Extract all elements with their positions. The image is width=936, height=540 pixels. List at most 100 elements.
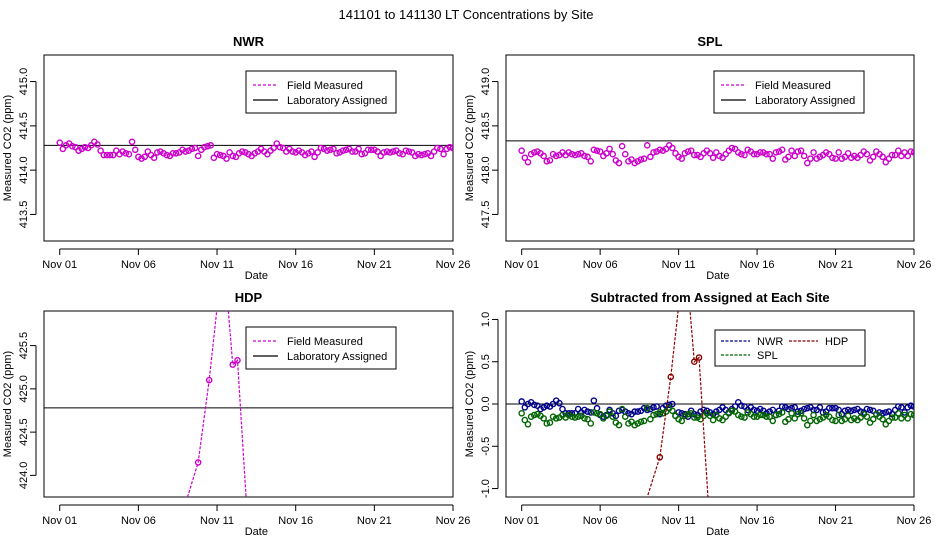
data-point-field-measured: [109, 151, 117, 159]
data-point-spl: [807, 417, 814, 425]
data-point-field-measured: [314, 149, 322, 156]
panel-nwr: NWR Nov 01 Nov 06 Nov 11 Nov 16 Nov 21 Nov 26 D…: [2, 34, 470, 282]
data-point-spl: [530, 411, 538, 419]
data-point-spl: [728, 407, 736, 415]
data-point-field-measured: [521, 154, 529, 162]
data-point-field-measured: [433, 144, 441, 152]
x-tick-label: Nov 06: [121, 259, 156, 271]
data-point-field-measured: [640, 155, 648, 162]
data-point-field-measured: [270, 144, 277, 152]
data-point-field-measured: [637, 156, 645, 163]
data-point-field-measured: [656, 146, 664, 154]
data-point-field-measured: [342, 146, 350, 154]
x-axis-label: Date: [706, 526, 729, 538]
data-point-nwr: [866, 406, 874, 414]
data-point-field-measured: [317, 144, 325, 152]
data-point-spl: [637, 418, 645, 426]
data-point-spl: [593, 409, 601, 417]
data-point-field-measured: [895, 147, 902, 154]
panel-title: Subtracted from Assigned at Each Site: [590, 290, 829, 305]
data-point-field-measured: [615, 159, 623, 167]
legend-label: NWR: [757, 336, 783, 348]
panel-title: HDP: [235, 290, 263, 305]
data-point-spl: [524, 420, 532, 428]
data-point-field-measured: [835, 149, 842, 156]
data-point-field-measured: [587, 157, 595, 165]
data-point-nwr: [791, 404, 799, 411]
data-point-spl: [609, 413, 617, 420]
data-point-spl: [656, 409, 664, 416]
data-point-field-measured: [326, 146, 334, 154]
data-point-spl: [568, 413, 576, 420]
legend: NWR HDP SPL: [714, 329, 866, 367]
data-point-spl: [640, 417, 648, 425]
data-point-field-measured: [289, 148, 296, 155]
data-point-spl: [756, 411, 764, 419]
data-point-field-measured: [524, 158, 532, 166]
legend-label: Field Measured: [287, 336, 363, 348]
x-tick-label: Nov 16: [278, 259, 313, 271]
data-point-nwr: [841, 407, 849, 415]
data-point-field-measured: [832, 155, 839, 162]
data-point-field-measured: [571, 151, 579, 159]
data-point-field-measured: [684, 148, 692, 155]
data-point-spl: [741, 414, 748, 421]
y-tick-label: 419.0: [480, 68, 492, 96]
data-point-field-measured: [650, 149, 657, 156]
data-point-field-measured: [81, 143, 89, 151]
data-point-spl: [606, 408, 613, 415]
data-point-nwr: [825, 404, 833, 412]
data-point-spl: [797, 409, 805, 417]
legend-label: SPL: [757, 350, 778, 362]
data-point-nwr: [882, 409, 890, 416]
data-point-field-measured: [763, 150, 770, 158]
data-point-field-measured: [308, 148, 315, 155]
data-point-nwr: [556, 399, 563, 407]
data-point-field-measured: [829, 154, 836, 162]
legend-box: [245, 326, 397, 370]
data-point-field-measured: [216, 151, 224, 159]
data-point-nwr: [898, 404, 905, 411]
data-point-field-measured: [355, 145, 362, 153]
data-point-field-measured: [172, 150, 180, 157]
data-point-field-measured: [530, 149, 538, 156]
x-tick-label: Nov 16: [740, 259, 775, 271]
data-point-nwr: [650, 404, 657, 411]
data-point-spl: [738, 413, 745, 420]
data-point-spl: [678, 417, 686, 425]
y-tick-label: 413.5: [18, 201, 30, 229]
data-point-field-measured: [593, 147, 601, 154]
data-point-nwr: [844, 406, 852, 414]
data-point-spl: [869, 415, 877, 423]
data-point-field-measured: [785, 153, 792, 161]
x-tick-label: Nov 16: [740, 515, 775, 527]
data-point-spl: [552, 415, 560, 422]
data-point-nwr: [907, 402, 914, 409]
data-point-spl: [863, 413, 871, 420]
x-tick-label: Nov 06: [121, 515, 156, 527]
data-point-field-measured: [706, 150, 714, 157]
data-point-spl: [603, 412, 610, 420]
data-point-field-measured: [728, 144, 736, 152]
data-point-nwr: [851, 406, 858, 414]
data-point-spl: [574, 413, 582, 420]
legend-label: HDP: [825, 336, 848, 348]
data-point-spl: [891, 414, 899, 421]
data-point-field-measured: [194, 459, 202, 466]
data-point-spl: [879, 415, 886, 423]
data-point-field-measured: [188, 145, 196, 153]
data-point-nwr: [634, 408, 642, 415]
y-tick-label: 417.5: [480, 201, 492, 229]
data-point-field-measured: [106, 151, 114, 159]
data-point-field-measured: [223, 155, 230, 162]
data-point-field-measured: [621, 150, 629, 158]
data-point-nwr: [750, 406, 758, 414]
data-point-spl: [832, 417, 839, 425]
data-point-nwr: [816, 404, 824, 411]
data-point-spl: [650, 411, 657, 419]
data-point-field-measured: [169, 150, 177, 157]
data-point-field-measured: [367, 146, 375, 154]
data-point-spl: [907, 410, 914, 418]
x-tick-label: Nov 01: [504, 515, 539, 527]
